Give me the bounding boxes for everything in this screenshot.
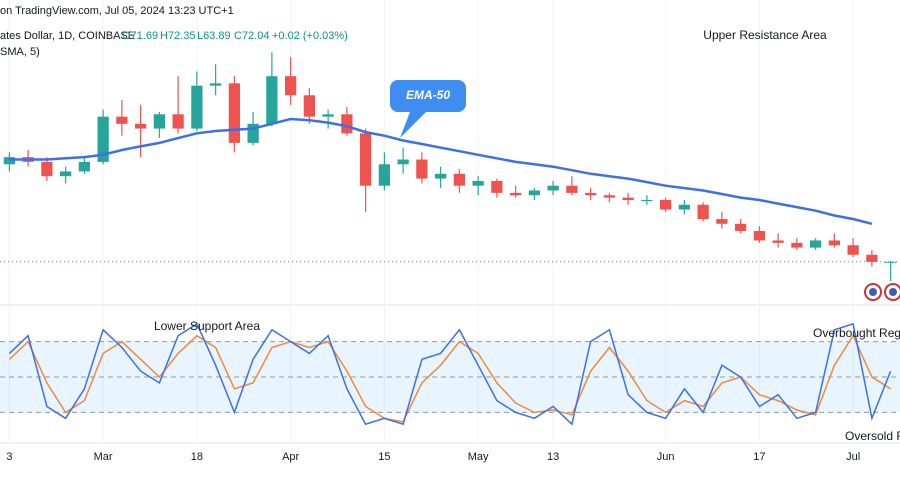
candle-body	[753, 230, 765, 241]
candle-body	[510, 192, 522, 196]
candle-body	[641, 200, 653, 201]
annotation: Oversold R	[845, 429, 900, 443]
indicator-label: SMA, 5)	[0, 46, 40, 58]
candle-body	[847, 245, 859, 255]
candle-body	[472, 180, 484, 186]
symbol: ates Dollar, 1D, COINBASE	[0, 30, 135, 42]
change-label: +0.02 (+0.03%)	[272, 30, 348, 42]
annotation: Upper Resistance Area	[703, 28, 827, 42]
candle-body	[866, 254, 878, 262]
candle-body	[453, 173, 465, 186]
source: on TradingView.com, Jul 05, 2024 13:23 U…	[0, 5, 234, 17]
close-label: C72.04	[234, 30, 269, 42]
callout-shape	[390, 80, 466, 138]
flag-icons	[864, 283, 900, 301]
candle-body	[603, 195, 615, 198]
x-tick-label: May	[468, 451, 489, 463]
candle-body	[416, 159, 428, 179]
candle-body	[153, 114, 165, 129]
candle-body	[360, 133, 372, 186]
candle-body	[547, 185, 559, 191]
candle-body	[247, 123, 259, 143]
x-tick-label: 15	[378, 451, 390, 463]
x-tick-label: Jun	[657, 451, 675, 463]
annotation: Lower Support Area	[154, 319, 260, 333]
candle-body	[735, 223, 747, 231]
ema-label: EMA-50	[406, 88, 450, 102]
open-label: O71.69	[122, 30, 158, 42]
candle-body	[78, 161, 90, 172]
candle-body	[585, 192, 597, 196]
x-tick-label: 17	[753, 451, 765, 463]
candle-body	[266, 76, 278, 124]
candle-body	[678, 204, 690, 210]
candle-body	[378, 164, 390, 186]
candle-body	[135, 123, 147, 129]
candle-body	[397, 159, 409, 165]
candle-body	[191, 85, 203, 129]
candle-body	[341, 114, 353, 134]
candle-body	[885, 261, 897, 263]
candle-body	[491, 180, 503, 193]
x-tick-label: Mar	[94, 451, 113, 463]
x-tick-label: Apr	[282, 451, 299, 463]
candle-body	[716, 219, 728, 224]
high-label: H72.35	[160, 30, 195, 42]
candle-body	[528, 190, 540, 196]
candle-body	[60, 171, 72, 177]
candle-body	[41, 161, 53, 177]
candle-body	[116, 116, 128, 124]
oscillator-line	[8, 322, 892, 426]
candle-body	[810, 240, 822, 248]
candle-body	[210, 83, 222, 86]
low-label: L63.89	[197, 30, 231, 42]
candle-body	[285, 76, 297, 96]
x-tick-label: 13	[547, 451, 559, 463]
ema-line	[9, 117, 873, 226]
oscillator-line	[8, 334, 892, 423]
candle-body	[772, 240, 784, 243]
flag-icon-center	[889, 288, 897, 296]
candle-body	[435, 173, 447, 179]
candle-body	[303, 95, 315, 117]
candle-body	[172, 114, 184, 129]
x-tick-label: 18	[191, 451, 203, 463]
candle-body	[660, 200, 672, 210]
candle-body	[566, 185, 578, 193]
candle-body	[697, 204, 709, 220]
x-tick-label: Jul	[846, 451, 860, 463]
annotation: Overbought Reg	[813, 326, 900, 340]
ema-callout: EMA-50	[390, 80, 466, 138]
candle-body	[791, 242, 803, 248]
candle-body	[3, 157, 15, 165]
candle-body	[622, 197, 634, 200]
candle-body	[322, 114, 334, 117]
candle-body	[228, 83, 240, 143]
flag-icon-center	[869, 288, 877, 296]
candle-body	[828, 240, 840, 246]
plot-layer: 3 Mar 18 Apr 15 May 13 Jun 17 Jul	[0, 0, 900, 463]
candle-body	[97, 116, 109, 162]
x-tick-label: 3	[6, 451, 12, 463]
